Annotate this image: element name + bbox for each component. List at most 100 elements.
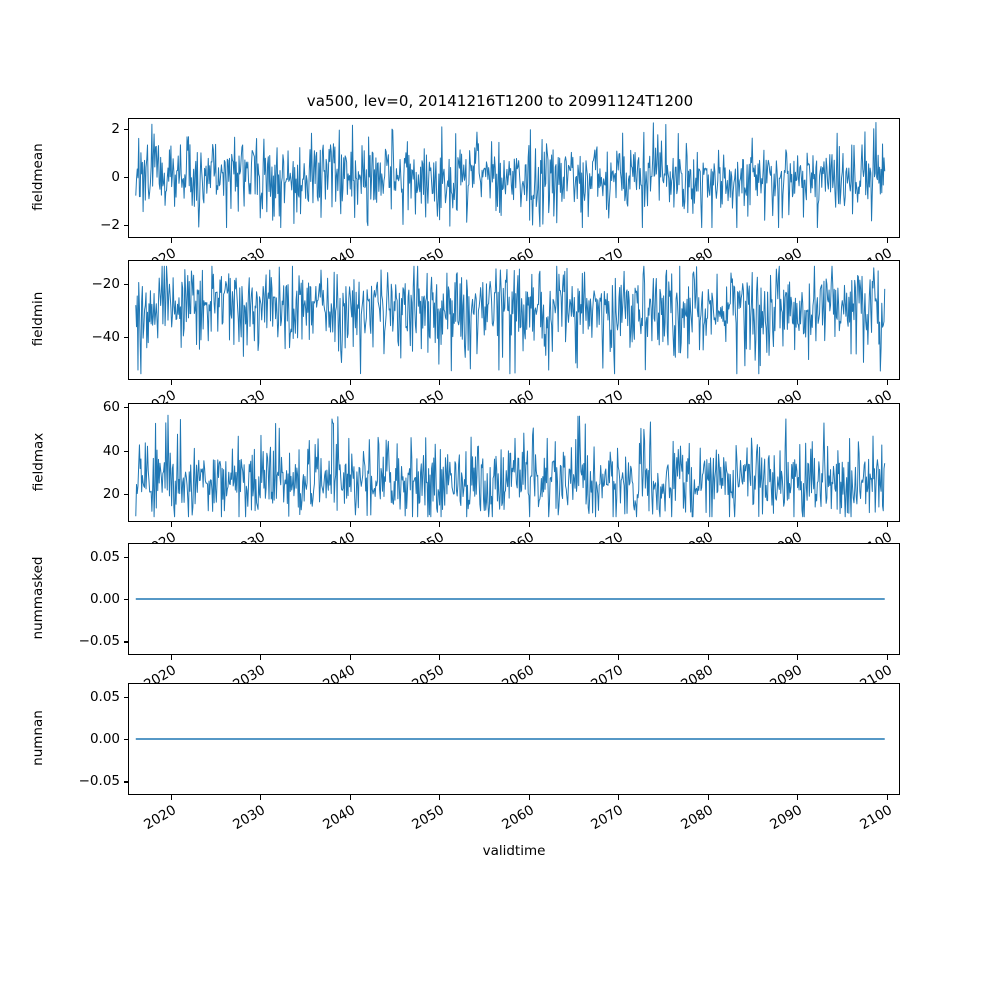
x-tick-mark [260, 795, 262, 800]
subplot-nummasked [128, 543, 900, 655]
x-tick-mark [886, 795, 888, 800]
x-tick-label: 2030 [230, 802, 269, 834]
x-tick-mark [618, 238, 620, 243]
y-axis-label-fieldmin: fieldmin [30, 291, 46, 347]
x-tick-label: 2090 [767, 802, 806, 834]
y-axis-label-fieldmax: fieldmax [30, 432, 46, 491]
y-tick-label: −20 [91, 276, 121, 292]
x-tick-mark [349, 655, 351, 660]
x-tick-mark [170, 655, 173, 660]
x-tick-mark [439, 522, 441, 527]
x-tick-mark [439, 655, 441, 660]
x-tick-mark [349, 522, 351, 527]
y-axis-label-numnan: numnan [30, 710, 46, 766]
y-tick-mark [123, 337, 128, 339]
x-tick-mark [618, 655, 620, 660]
x-tick-mark [707, 655, 709, 660]
x-tick-mark [528, 795, 530, 800]
x-tick-mark [528, 238, 530, 243]
x-tick-mark [170, 795, 173, 800]
x-tick-label: 2070 [588, 802, 627, 834]
y-tick-label: 20 [102, 485, 120, 502]
y-tick-mark [123, 450, 128, 452]
x-tick-label: 2050 [409, 802, 448, 834]
y-tick-mark [123, 284, 128, 286]
x-tick-mark [886, 238, 888, 243]
plot-area-nummasked [129, 544, 899, 654]
series-numnan [135, 738, 885, 740]
series-nummasked [135, 598, 885, 600]
y-tick-label: −0.05 [78, 633, 120, 650]
y-tick-mark [123, 696, 128, 698]
x-tick-mark [618, 795, 620, 800]
x-tick-mark [260, 522, 262, 527]
x-tick-mark [170, 380, 173, 385]
y-tick-mark [123, 128, 128, 130]
x-tick-mark [260, 238, 262, 243]
x-tick-mark [528, 655, 530, 660]
y-tick-label: 0.00 [89, 731, 120, 747]
y-tick-label: 0.00 [89, 591, 120, 607]
x-tick-mark [439, 380, 441, 385]
x-tick-mark [797, 522, 799, 527]
y-tick-mark [123, 493, 128, 495]
x-tick-mark [170, 522, 173, 527]
x-tick-label: 2040 [320, 802, 358, 834]
subplot-fieldmax [128, 403, 900, 522]
x-tick-mark [618, 522, 620, 527]
x-tick-mark [886, 522, 888, 527]
x-tick-mark [707, 795, 709, 800]
x-tick-mark [618, 380, 620, 385]
x-tick-mark [439, 795, 441, 800]
x-tick-mark [707, 238, 709, 243]
y-tick-mark [123, 781, 128, 783]
y-axis-label-nummasked: nummasked [30, 556, 46, 640]
x-tick-mark [260, 380, 262, 385]
y-tick-mark [123, 407, 128, 409]
y-tick-mark [123, 224, 128, 226]
x-tick-mark [797, 238, 799, 243]
x-tick-mark [797, 380, 799, 385]
y-tick-label: 60 [102, 399, 120, 416]
x-tick-label: 2100 [856, 802, 895, 834]
x-tick-mark [528, 380, 530, 385]
series-fieldmean [135, 122, 886, 229]
y-tick-label: 0.05 [89, 548, 120, 565]
x-tick-label: 2020 [141, 802, 179, 834]
subplot-fieldmin [128, 260, 900, 380]
x-tick-label: 2080 [677, 802, 716, 834]
y-tick-label: 40 [102, 442, 120, 459]
x-tick-mark [528, 522, 530, 527]
y-tick-mark [123, 641, 128, 643]
y-tick-mark [123, 739, 128, 741]
x-tick-label: 2060 [498, 802, 537, 834]
plot-area-fieldmin [129, 261, 899, 379]
figure-title: va500, lev=0, 20141216T1200 to 20991124T… [306, 92, 694, 110]
y-axis-label-fieldmean: fieldmean [30, 143, 46, 211]
x-tick-mark [797, 795, 799, 800]
x-tick-mark [439, 238, 441, 243]
x-tick-mark [260, 655, 262, 660]
y-tick-label: 0.05 [89, 688, 120, 705]
y-tick-label: −40 [91, 329, 121, 346]
subplot-fieldmean [128, 118, 900, 238]
y-tick-mark [123, 176, 128, 178]
y-tick-mark [123, 599, 128, 601]
plot-area-fieldmean [129, 119, 899, 237]
y-tick-label: 2 [111, 120, 120, 137]
x-tick-mark [886, 655, 888, 660]
x-tick-mark [170, 238, 173, 243]
y-tick-label: −0.05 [78, 773, 120, 790]
subplot-numnan [128, 683, 900, 795]
y-tick-label: 0 [111, 168, 120, 185]
x-tick-mark [886, 380, 888, 385]
x-tick-mark [349, 380, 351, 385]
x-axis-label: validtime [482, 843, 546, 859]
series-fieldmax [135, 414, 886, 518]
x-tick-mark [707, 522, 709, 527]
plot-area-fieldmax [129, 404, 899, 521]
plot-area-numnan [129, 684, 899, 794]
x-tick-mark [349, 795, 351, 800]
y-tick-mark [123, 556, 128, 558]
